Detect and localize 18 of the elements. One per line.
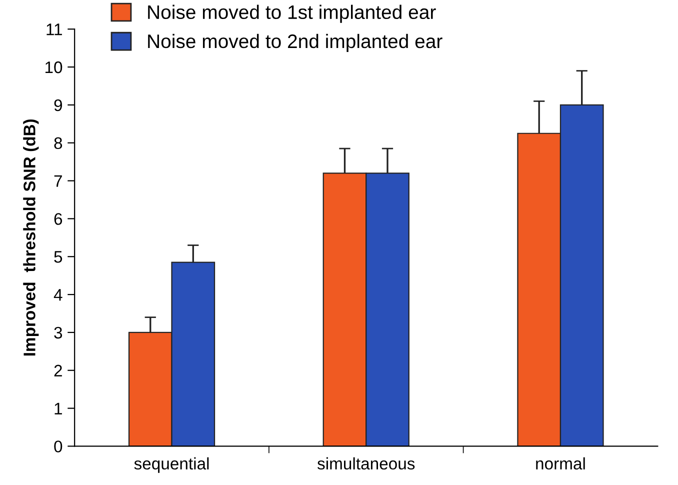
y-tick-label: 6 (54, 213, 62, 225)
y-tick-label: 11 (46, 24, 62, 36)
x-tick-label: simultaneous (317, 457, 415, 470)
y-tick-label: 0 (54, 440, 62, 452)
x-tick-label: sequential (134, 457, 209, 473)
y-tick-label: 4 (54, 289, 62, 301)
y-tick-label: 9 (54, 99, 62, 112)
legend-label: Noise moved to 1st implanted ear (148, 4, 436, 23)
y-tick-label: 7 (54, 175, 62, 187)
y-tick-label: 10 (46, 61, 62, 74)
y-tick-label: 5 (54, 251, 62, 263)
y-axis-title: Improved threshold SNR (dB) (23, 119, 39, 356)
y-tick-label: 8 (54, 137, 62, 150)
y-tick-label: 1 (54, 402, 62, 414)
y-tick-label: 2 (54, 364, 62, 376)
y-tick-label: 3 (54, 326, 62, 339)
legend-label: Noise moved to 2nd implanted ear (148, 34, 442, 52)
x-tick-label: normal (536, 457, 585, 470)
